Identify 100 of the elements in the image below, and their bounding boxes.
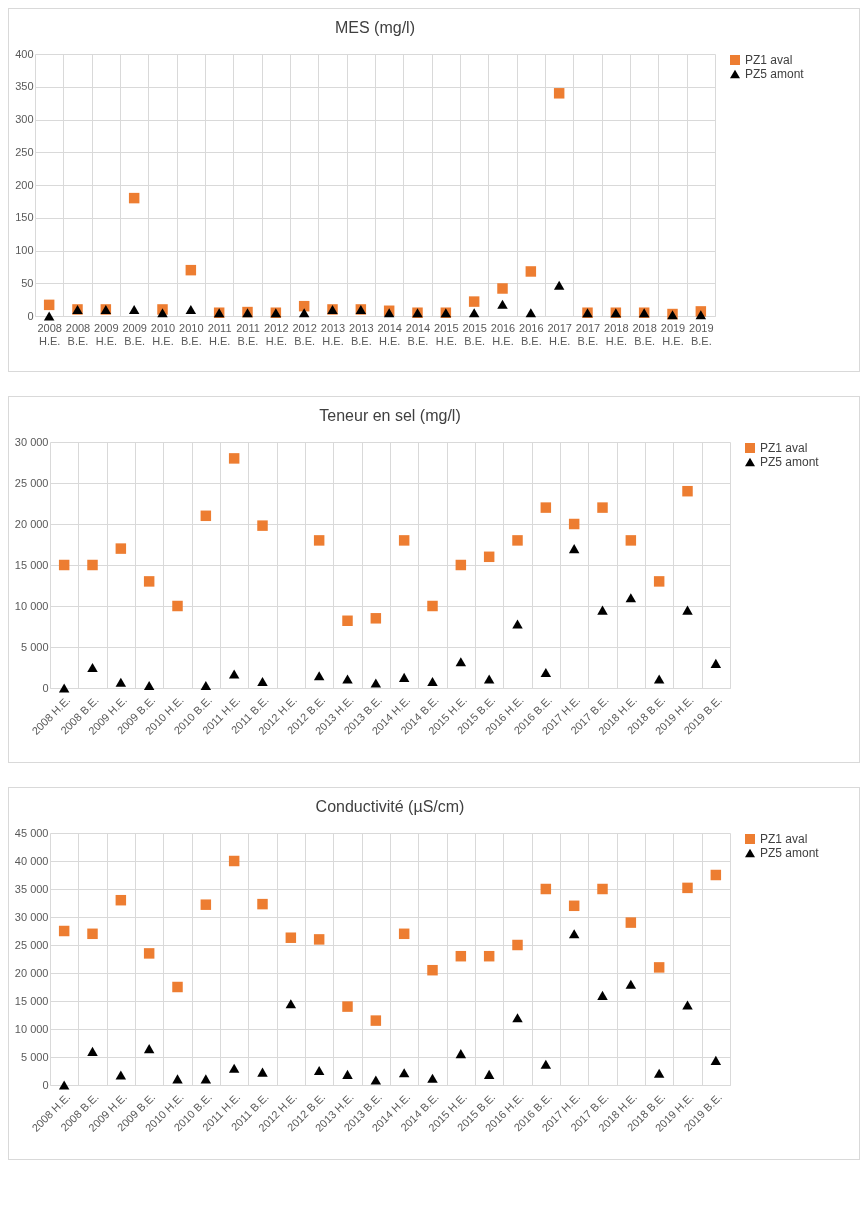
- point: [43, 311, 55, 321]
- point: [540, 1059, 552, 1069]
- point: [157, 308, 168, 318]
- point: [398, 1068, 410, 1078]
- point: [682, 882, 693, 894]
- point: [695, 310, 707, 320]
- point: [200, 510, 212, 522]
- point: [653, 674, 665, 684]
- point: [298, 308, 310, 318]
- x-tick-label: 2017 H.E.: [547, 321, 572, 347]
- x-tick-label: 2017 B.E.: [575, 321, 601, 347]
- x-tick-label: 2016 H.E.: [490, 321, 516, 347]
- point: [483, 1069, 495, 1079]
- point: [597, 605, 608, 615]
- point: [115, 894, 127, 906]
- point: [143, 948, 155, 959]
- point: [200, 899, 212, 910]
- point: [172, 981, 183, 993]
- x-tick-label: 2011 B.E.: [236, 321, 260, 347]
- point: [483, 551, 495, 563]
- point: [285, 999, 297, 1009]
- legend-label: PZ5 amont: [745, 67, 805, 81]
- point: [597, 883, 608, 895]
- point: [313, 934, 325, 945]
- point: [468, 296, 480, 307]
- point: [525, 266, 537, 277]
- point: [497, 283, 508, 294]
- point: [58, 925, 70, 937]
- y-tick-label: 5 000: [20, 1050, 49, 1063]
- point: [200, 1074, 212, 1084]
- point: [427, 1073, 438, 1083]
- point: [115, 543, 127, 554]
- x-tick-label: 2014 H.E.: [377, 321, 402, 347]
- point: [200, 681, 212, 691]
- point: [228, 1063, 240, 1073]
- point: [115, 1070, 127, 1080]
- point: [710, 658, 722, 668]
- x-tick-label: 2019 B.E.: [689, 321, 714, 347]
- y-tick-label: 35 000: [14, 882, 49, 895]
- y-tick-label: 0: [42, 1078, 49, 1091]
- legend-label: PZ1 aval: [760, 441, 808, 455]
- x-tick-label: 2010 B.E.: [179, 321, 204, 347]
- point: [427, 964, 438, 976]
- point: [525, 308, 537, 318]
- y-tick-label: 25 000: [14, 476, 49, 489]
- x-tick-label: 2018 B.E.: [632, 321, 657, 347]
- x-tick-label: 2010 H.E.: [150, 321, 176, 347]
- y-tick-label: 350: [15, 80, 34, 93]
- point: [468, 308, 480, 318]
- y-tick-label: 0: [42, 681, 49, 694]
- point: [540, 502, 552, 513]
- point: [710, 1055, 722, 1065]
- point: [143, 1044, 155, 1054]
- point: [58, 559, 70, 571]
- y-tick-label: 150: [15, 211, 34, 224]
- x-tick-label: 2019 H.E.: [660, 321, 686, 347]
- point: [568, 900, 580, 912]
- y-tick-label: 10 000: [14, 599, 49, 612]
- x-tick-label: 2013 H.E.: [320, 321, 346, 347]
- point: [597, 502, 608, 513]
- point: [342, 1001, 353, 1012]
- x-tick-label: 2015 H.E.: [434, 321, 459, 347]
- point: [455, 559, 467, 571]
- point: [257, 898, 268, 910]
- point: [653, 962, 665, 973]
- point: [682, 1000, 693, 1010]
- point: [455, 1049, 467, 1059]
- y-tick-label: 250: [15, 145, 34, 158]
- point: [568, 544, 580, 554]
- point: [313, 535, 325, 546]
- point: [172, 1074, 183, 1084]
- legend-label: PZ5 amont: [760, 455, 820, 469]
- point: [87, 928, 98, 940]
- y-tick-label: 10 000: [14, 1022, 49, 1035]
- point: [653, 576, 665, 587]
- point: [370, 1075, 382, 1085]
- point: [625, 535, 637, 546]
- point: [568, 518, 580, 530]
- y-tick-label: 200: [15, 178, 34, 191]
- point: [128, 192, 140, 204]
- x-tick-label: 2008 B.E.: [65, 321, 91, 347]
- point: [58, 1080, 70, 1090]
- point: [427, 600, 438, 612]
- y-tick-label: 100: [15, 244, 34, 256]
- point: [512, 939, 523, 951]
- point: [597, 990, 608, 1000]
- legend-label: PZ5 amont: [760, 846, 820, 860]
- point: [455, 950, 467, 962]
- point: [710, 869, 722, 881]
- point: [285, 932, 297, 943]
- x-tick-label: 2018 H.E.: [604, 321, 629, 347]
- point: [483, 950, 495, 962]
- chart-title: Teneur en sel (mg/l): [319, 407, 461, 424]
- point: [398, 672, 410, 682]
- point: [185, 264, 197, 276]
- point: [553, 280, 565, 290]
- point: [398, 928, 410, 940]
- point: [143, 681, 155, 691]
- point: [43, 299, 55, 311]
- y-tick-label: 20 000: [14, 517, 49, 530]
